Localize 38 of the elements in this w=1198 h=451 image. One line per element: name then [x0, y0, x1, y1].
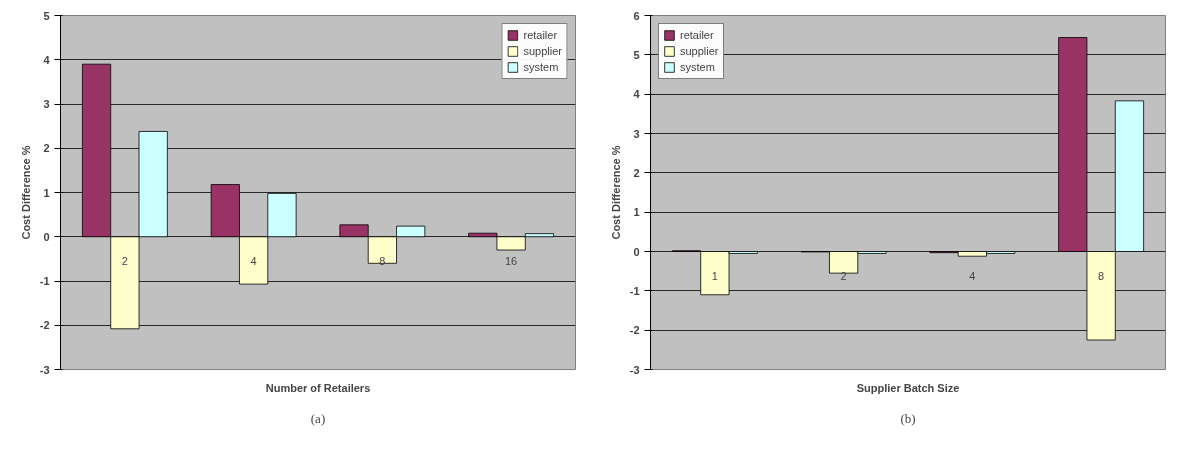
legend-label: system [523, 60, 559, 74]
y-tick-label: -2 [39, 319, 50, 332]
y-tick-label: 4 [43, 53, 51, 66]
x-tick-label: 2 [840, 269, 847, 282]
y-tick-label: 1 [633, 206, 640, 219]
legend-label: system [680, 60, 715, 74]
legend-label: retailer [680, 28, 714, 42]
text: (a) [310, 410, 326, 426]
y-tick-label: 0 [43, 230, 50, 243]
y-tick-label: -3 [39, 363, 50, 376]
y-tick-label: 0 [633, 245, 640, 258]
y-tick-label: -3 [629, 363, 640, 376]
text: (b) [900, 410, 916, 426]
y-tick-label: 5 [633, 48, 640, 61]
y-tick-label: 1 [43, 186, 50, 199]
legend-label: supplier [680, 44, 719, 58]
y-axis-title: Cost Difference % [609, 145, 622, 240]
x-tick-label: 2 [121, 254, 128, 267]
x-axis-title: Number of Retailers [265, 381, 371, 394]
y-tick-label: 2 [633, 166, 640, 179]
legend-label: retailer [523, 28, 558, 42]
y-tick-label: 5 [43, 9, 50, 22]
x-tick-label: 4 [250, 254, 257, 267]
y-tick-label: -1 [629, 284, 640, 297]
y-tick-label: 3 [633, 127, 640, 140]
y-axis-title: Cost Difference % [19, 145, 32, 240]
legend-label: supplier [523, 44, 562, 58]
y-tick-label: -1 [39, 275, 50, 287]
x-tick-label: 4 [969, 269, 976, 282]
x-tick-label: 1 [711, 269, 718, 282]
x-axis-title: Supplier Batch Size [856, 381, 960, 394]
x-tick-label: 8 [1098, 269, 1105, 282]
x-tick-label: 16 [505, 254, 518, 267]
y-tick-label: 2 [43, 142, 50, 155]
y-tick-label: 4 [633, 88, 641, 101]
y-tick-label: -2 [629, 324, 640, 337]
y-tick-label: 6 [633, 9, 640, 22]
y-tick-label: 3 [43, 98, 50, 110]
